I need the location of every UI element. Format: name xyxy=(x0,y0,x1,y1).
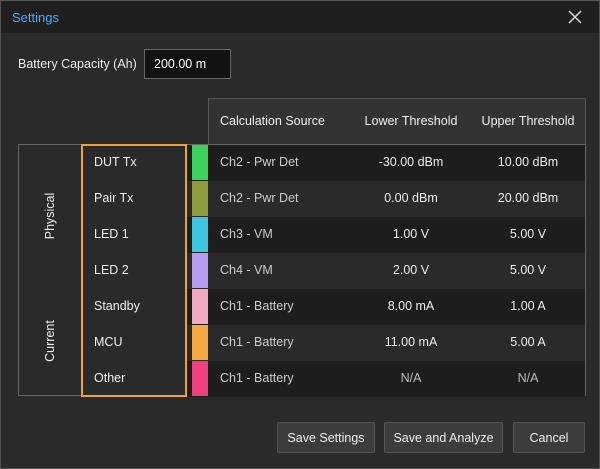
upper-threshold: 20.00 dBm xyxy=(471,180,585,216)
calculation-source: Ch1 - Battery xyxy=(220,288,294,324)
close-button[interactable] xyxy=(567,9,583,25)
lower-threshold: -30.00 dBm xyxy=(353,144,469,180)
calculation-source: Ch1 - Battery xyxy=(220,360,294,396)
title-bar xyxy=(1,1,599,33)
name-column-border xyxy=(81,144,187,397)
calculation-source: Ch2 - Pwr Det xyxy=(220,180,299,216)
color-swatch xyxy=(192,181,208,216)
calculation-source: Ch3 - VM xyxy=(220,216,273,252)
upper-threshold: N/A xyxy=(471,360,585,396)
group-label: Current xyxy=(43,320,57,362)
button[interactable]: Save and Analyze xyxy=(384,422,503,453)
color-swatch xyxy=(192,361,208,396)
lower-threshold: 1.00 V xyxy=(353,216,469,252)
column-header: Lower Threshold xyxy=(353,98,469,144)
color-swatch xyxy=(192,289,208,324)
lower-threshold: 2.00 V xyxy=(353,252,469,288)
button[interactable]: Save Settings xyxy=(277,422,375,453)
group-label: Physical xyxy=(43,193,57,240)
upper-threshold: 5.00 V xyxy=(471,252,585,288)
lower-threshold: 11.00 mA xyxy=(353,324,469,360)
column-header: Upper Threshold xyxy=(471,98,585,144)
column-header: Calculation Source xyxy=(220,98,350,144)
upper-threshold: 10.00 dBm xyxy=(471,144,585,180)
battery-input[interactable]: 200.00 m xyxy=(144,49,231,79)
upper-threshold: 1.00 A xyxy=(471,288,585,324)
calculation-source: Ch1 - Battery xyxy=(220,324,294,360)
button[interactable]: Cancel xyxy=(513,422,585,453)
lower-threshold: N/A xyxy=(353,360,469,396)
calculation-source: Ch4 - VM xyxy=(220,252,273,288)
battery-label: Battery Capacity (Ah) xyxy=(18,50,137,78)
color-swatch xyxy=(192,325,208,360)
upper-threshold: 5.00 A xyxy=(471,324,585,360)
lower-threshold: 0.00 dBm xyxy=(353,180,469,216)
color-swatch xyxy=(192,145,208,180)
dialog-title: Settings xyxy=(12,1,59,33)
upper-threshold: 5.00 V xyxy=(471,216,585,252)
calculation-source: Ch2 - Pwr Det xyxy=(220,144,299,180)
color-swatch xyxy=(192,217,208,252)
color-swatch xyxy=(192,253,208,288)
lower-threshold: 8.00 mA xyxy=(353,288,469,324)
